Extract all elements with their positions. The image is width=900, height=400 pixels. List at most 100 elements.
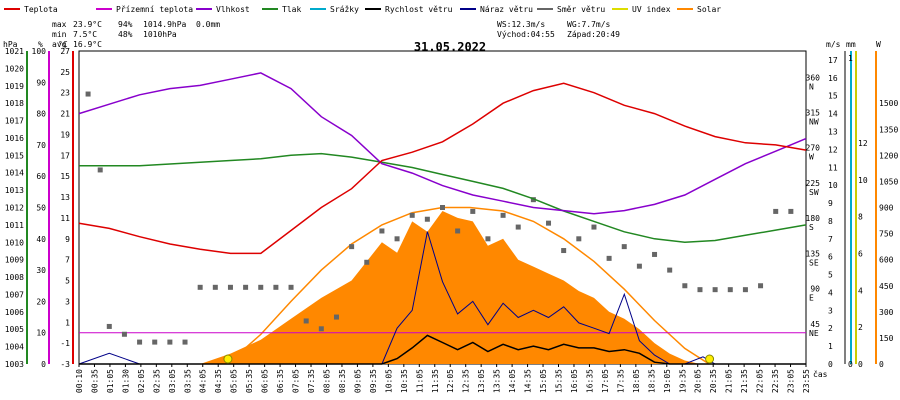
wind-dir-point-8 — [197, 284, 203, 290]
press-tick-18: 1021 — [5, 47, 24, 56]
hum-tick-5: 50 — [36, 204, 46, 213]
wind-dir-point-6 — [167, 339, 173, 345]
stats-max-rain: 0.0mm — [196, 20, 220, 29]
stats-min-temp: 7.5°C — [73, 30, 97, 39]
solar-tick-10: 1500 — [879, 99, 898, 108]
series-solar-theoretical-line — [226, 206, 710, 365]
press-tick-3: 1006 — [5, 308, 24, 317]
uv-tick-5: 10 — [858, 176, 868, 185]
uv-tick-4: 8 — [858, 213, 863, 222]
press-tick-16: 1019 — [5, 82, 24, 91]
wind-dir-point-40 — [682, 283, 688, 289]
hum-axis-unit: % — [38, 40, 43, 49]
x-tick-38: 19:05 — [663, 369, 672, 393]
press-tick-7: 1010 — [5, 238, 24, 247]
x-tick-16: 08:05 — [322, 369, 331, 393]
wind-dir-point-9 — [212, 284, 218, 290]
wind-dir-point-2 — [106, 323, 112, 329]
speed-tick-7: 7 — [828, 235, 833, 244]
wind-dir-point-47 — [788, 208, 794, 214]
temp-tick-4: 5 — [65, 277, 70, 286]
wind-dir-point-7 — [182, 339, 188, 345]
wind-dir-point-35 — [606, 255, 612, 261]
hum-tick-3: 30 — [36, 266, 46, 275]
wind-dir-point-12 — [258, 284, 264, 290]
chart-title: 31.05.2022 — [414, 40, 486, 54]
wind-dir-point-45 — [758, 283, 764, 289]
press-tick-10: 1013 — [5, 186, 24, 195]
stats-sunset: Západ:20:49 — [567, 30, 620, 39]
speed-tick-2: 2 — [828, 324, 833, 333]
wind-dir-point-41 — [697, 287, 703, 293]
series-wind-speed-line — [79, 334, 806, 365]
solar-axis-unit: W — [876, 40, 881, 49]
x-tick-29: 14:35 — [524, 369, 533, 393]
wind-dir-point-16 — [318, 326, 324, 332]
x-tick-21: 10:35 — [400, 369, 409, 393]
temp-tick-1: -1 — [60, 339, 70, 348]
press-axis-unit: hPa — [3, 40, 18, 49]
solar-tick-0: 0 — [879, 360, 884, 369]
wind-dir-point-29 — [515, 224, 521, 230]
wind-dir-point-38 — [652, 251, 658, 257]
x-tick-43: 21:35 — [740, 369, 749, 393]
temp-tick-12: 21 — [60, 110, 70, 119]
dir-tick-name-1: NW — [809, 118, 819, 127]
hum-tick-2: 20 — [36, 297, 46, 306]
x-tick-6: 03:05 — [168, 369, 177, 393]
sunrise-marker — [223, 354, 233, 364]
press-tick-2: 1005 — [5, 325, 24, 334]
x-tick-12: 06:05 — [261, 369, 270, 393]
speed-tick-16: 16 — [828, 74, 838, 83]
speed-tick-9: 9 — [828, 199, 833, 208]
stats-wg: WG:7.7m/s — [567, 20, 611, 29]
press-tick-17: 1020 — [5, 64, 24, 73]
x-tick-14: 07:05 — [292, 369, 301, 393]
temp-tick-15: 27 — [60, 47, 70, 56]
wind-dir-point-32 — [561, 248, 567, 254]
wind-dir-point-19 — [364, 259, 370, 265]
wind-dir-point-25 — [455, 228, 461, 234]
solar-tick-9: 1350 — [879, 125, 898, 134]
wind-dir-point-43 — [727, 287, 733, 293]
x-tick-8: 04:05 — [199, 369, 208, 393]
x-tick-13: 06:35 — [276, 369, 285, 393]
speed-tick-5: 5 — [828, 271, 833, 280]
dir-tick-name-4: S — [809, 223, 814, 232]
series-pressure-line — [79, 152, 807, 244]
hum-tick-0: 0 — [41, 360, 46, 369]
uv-tick-6: 12 — [858, 139, 868, 148]
hum-tick-7: 70 — [36, 141, 46, 150]
wind-dir-point-28 — [500, 212, 506, 218]
wind-dir-point-37 — [636, 263, 642, 269]
legend-label-1: Přízemní teplota — [116, 5, 193, 14]
press-tick-4: 1007 — [5, 290, 24, 299]
hum-tick-4: 40 — [36, 235, 46, 244]
x-tick-20: 10:05 — [384, 369, 393, 393]
uv-tick-0: 0 — [858, 360, 863, 369]
stats-avg-temp: 16.9°C — [73, 40, 102, 49]
x-tick-26: 13:05 — [477, 369, 486, 393]
wind-dir-point-11 — [243, 284, 249, 290]
wind-dir-point-34 — [591, 224, 597, 230]
stats-max-temp: 23.9°C — [73, 20, 102, 29]
dir-tick-name-6: E — [809, 294, 814, 303]
speed-tick-10: 10 — [828, 181, 838, 190]
hum-tick-6: 60 — [36, 172, 46, 181]
x-tick-0: 00:10 — [75, 369, 84, 393]
speed-tick-14: 14 — [828, 110, 838, 119]
speed-tick-6: 6 — [828, 253, 833, 262]
legend-label-8: UV index — [632, 5, 671, 14]
speed-tick-12: 12 — [828, 145, 838, 154]
legend-label-6: Náraz větru — [480, 5, 533, 14]
temp-tick-9: 15 — [60, 172, 70, 181]
x-tick-25: 12:35 — [462, 369, 471, 393]
wind-dir-point-10 — [227, 284, 233, 290]
sunset-marker — [705, 354, 715, 364]
temp-tick-13: 23 — [60, 89, 70, 98]
x-tick-4: 02:05 — [137, 369, 146, 393]
wind-dir-point-36 — [621, 244, 627, 250]
x-axis-label: čas — [813, 369, 828, 379]
